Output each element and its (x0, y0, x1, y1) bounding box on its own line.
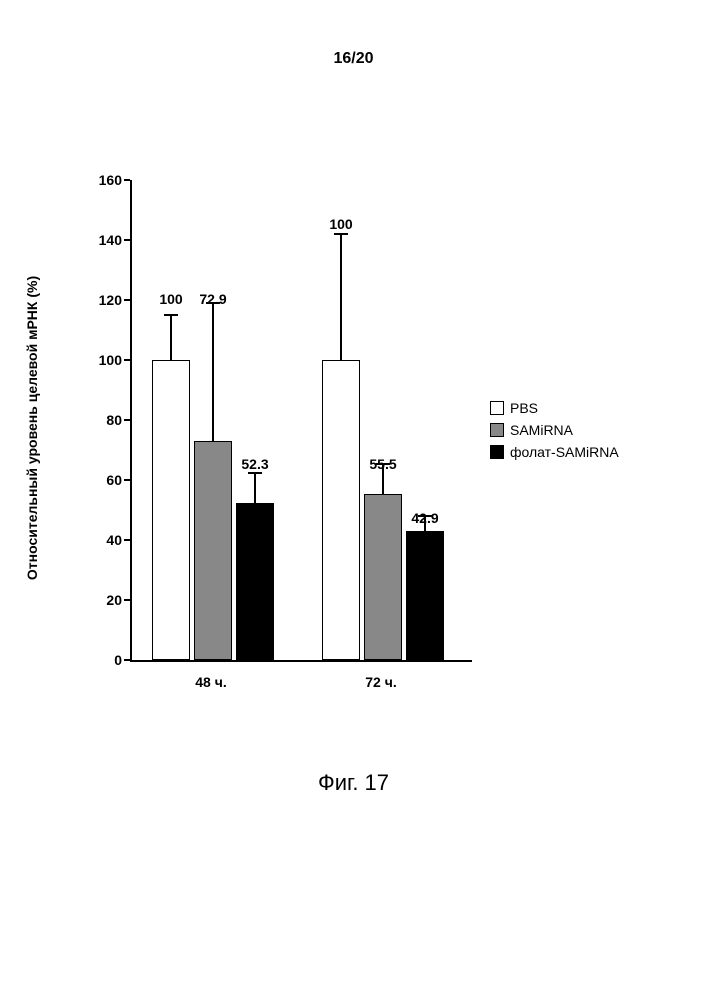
legend-item: фолат-SAMiRNA (490, 444, 619, 460)
plot-area: 02040608010012014016010072.952.310055.54… (130, 180, 472, 662)
value-label: 55.5 (361, 456, 405, 472)
legend: PBS SAMiRNA фолат-SAMiRNA (490, 400, 619, 466)
value-label: 100 (149, 291, 193, 307)
y-tick (124, 419, 130, 421)
y-tick-label: 100 (84, 352, 122, 368)
error-cap (248, 472, 262, 474)
bar-SAMiRNA (364, 494, 402, 661)
figure-caption: Фиг. 17 (0, 770, 707, 796)
error-bar (212, 303, 214, 441)
error-cap (334, 233, 348, 235)
legend-label: SAMiRNA (510, 422, 573, 438)
legend-label: фолат-SAMiRNA (510, 444, 619, 460)
y-axis-label: Относительный уровень целевой мРНК (%) (24, 276, 40, 580)
error-bar (170, 315, 172, 360)
bar-folate-SAMiRNA (406, 531, 444, 660)
y-tick-label: 80 (84, 412, 122, 428)
legend-label: PBS (510, 400, 538, 416)
y-tick-label: 60 (84, 472, 122, 488)
value-label: 42.9 (403, 510, 447, 526)
y-tick (124, 239, 130, 241)
legend-item: PBS (490, 400, 619, 416)
page-number: 16/20 (0, 50, 707, 68)
legend-swatch (490, 445, 504, 459)
y-tick-label: 140 (84, 232, 122, 248)
value-label: 72.9 (191, 291, 235, 307)
legend-swatch (490, 423, 504, 437)
y-tick-label: 160 (84, 172, 122, 188)
y-tick-label: 0 (84, 652, 122, 668)
bar-PBS (322, 360, 360, 660)
y-tick (124, 479, 130, 481)
value-label: 100 (319, 216, 363, 232)
x-category-label: 72 ч. (321, 674, 441, 690)
y-tick (124, 659, 130, 661)
y-tick (124, 179, 130, 181)
y-tick (124, 599, 130, 601)
legend-swatch (490, 401, 504, 415)
y-tick (124, 359, 130, 361)
bar-chart: Относительный уровень целевой мРНК (%) 0… (70, 180, 630, 740)
bar-PBS (152, 360, 190, 660)
value-label: 52.3 (233, 456, 277, 472)
bar-SAMiRNA (194, 441, 232, 660)
legend-item: SAMiRNA (490, 422, 619, 438)
error-bar (340, 234, 342, 360)
y-tick (124, 539, 130, 541)
error-bar (254, 473, 256, 503)
y-tick (124, 299, 130, 301)
y-tick-label: 120 (84, 292, 122, 308)
x-category-label: 48 ч. (151, 674, 271, 690)
y-tick-label: 40 (84, 532, 122, 548)
bar-folate-SAMiRNA (236, 503, 274, 660)
y-tick-label: 20 (84, 592, 122, 608)
error-cap (164, 314, 178, 316)
